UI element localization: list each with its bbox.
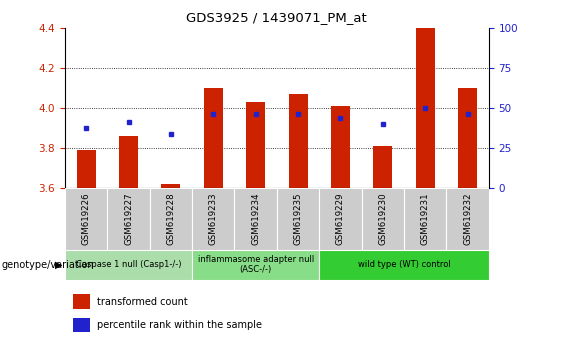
Bar — [73, 294, 90, 309]
Bar — [162, 184, 180, 188]
Bar — [373, 146, 392, 188]
Bar — [404, 188, 446, 250]
Bar — [119, 136, 138, 188]
Bar — [319, 250, 489, 280]
Bar — [73, 318, 90, 332]
Text: GSM619228: GSM619228 — [167, 192, 175, 245]
Bar — [150, 188, 192, 250]
Text: GSM619232: GSM619232 — [463, 192, 472, 245]
Text: GSM619233: GSM619233 — [209, 192, 218, 245]
Bar — [446, 188, 489, 250]
Bar — [458, 88, 477, 188]
Bar — [331, 106, 350, 188]
Bar — [77, 150, 95, 188]
Bar — [192, 250, 319, 280]
Bar — [289, 94, 307, 188]
Bar — [246, 102, 265, 188]
Title: GDS3925 / 1439071_PM_at: GDS3925 / 1439071_PM_at — [186, 11, 367, 24]
Bar — [319, 188, 362, 250]
Bar — [362, 188, 404, 250]
Text: transformed count: transformed count — [97, 297, 188, 307]
Text: genotype/variation: genotype/variation — [1, 259, 94, 270]
Bar — [204, 88, 223, 188]
Bar — [192, 188, 234, 250]
Bar — [234, 188, 277, 250]
Text: GSM619235: GSM619235 — [294, 192, 302, 245]
Bar — [277, 188, 319, 250]
Text: GSM619229: GSM619229 — [336, 192, 345, 245]
Text: GSM619230: GSM619230 — [379, 192, 387, 245]
Text: ▶: ▶ — [55, 259, 62, 270]
Bar — [65, 250, 192, 280]
Bar — [416, 28, 434, 188]
Text: wild type (WT) control: wild type (WT) control — [358, 260, 450, 269]
Text: GSM619227: GSM619227 — [124, 192, 133, 245]
Bar — [107, 188, 150, 250]
Text: inflammasome adapter null
(ASC-/-): inflammasome adapter null (ASC-/-) — [198, 255, 314, 274]
Text: GSM619231: GSM619231 — [421, 192, 429, 245]
Text: Caspase 1 null (Casp1-/-): Caspase 1 null (Casp1-/-) — [76, 260, 181, 269]
Text: GSM619226: GSM619226 — [82, 192, 90, 245]
Bar — [65, 188, 107, 250]
Text: GSM619234: GSM619234 — [251, 192, 260, 245]
Text: percentile rank within the sample: percentile rank within the sample — [97, 320, 262, 330]
